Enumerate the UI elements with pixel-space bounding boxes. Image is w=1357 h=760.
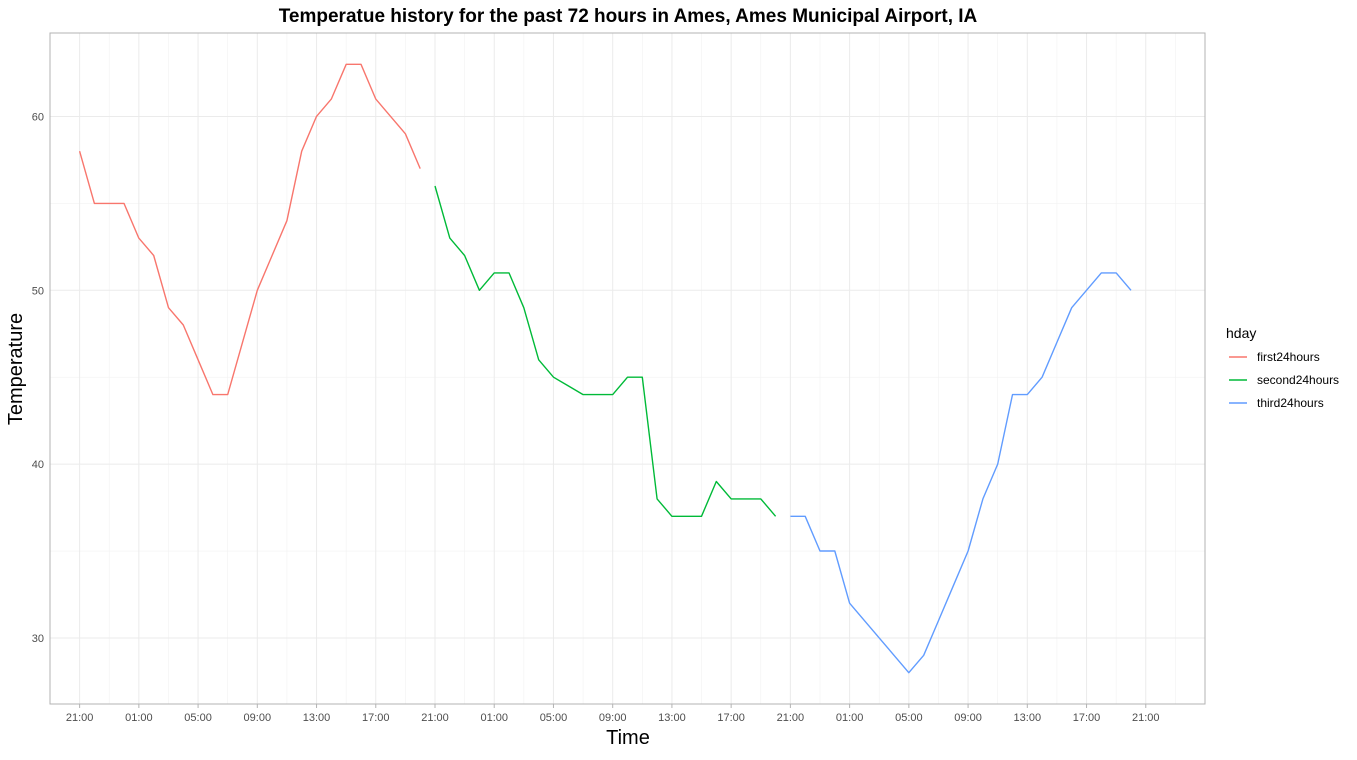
- series-line-third24hours: [790, 272, 1132, 674]
- x-tick-label: 13:00: [658, 712, 686, 724]
- y-tick-label: 60: [32, 111, 44, 123]
- x-axis: 21:00 01:00 05:00 09:00 13:00 17:00 21:00 01:00…: [66, 704, 1160, 724]
- major-grid: [50, 33, 1205, 704]
- x-tick-label: 09:00: [599, 712, 627, 724]
- panel-border: [49, 32, 1206, 705]
- minor-grid: [49, 33, 1205, 704]
- y-tick-label: 50: [32, 285, 44, 297]
- x-tick-label: 09:00: [244, 712, 272, 724]
- legend-title: hday: [1226, 325, 1256, 341]
- x-tick-label: 21:00: [777, 712, 805, 724]
- series-layer: [78, 63, 1132, 674]
- x-tick-label: 17:00: [362, 712, 390, 724]
- x-tick-label: 17:00: [1073, 712, 1101, 724]
- x-tick-label: 21:00: [421, 712, 449, 724]
- x-tick-label: 13:00: [1014, 712, 1042, 724]
- x-tick-label: 17:00: [717, 712, 745, 724]
- legend: hday first24hours second24hours third24hou…: [1226, 325, 1339, 410]
- legend-items: first24hours second24hours third24hours: [1229, 350, 1339, 410]
- y-tick-label: 30: [32, 633, 44, 645]
- legend-label-second24hours: second24hours: [1257, 373, 1339, 387]
- x-axis-title: Time: [606, 727, 650, 749]
- x-tick-label: 05:00: [895, 712, 923, 724]
- x-tick-label: 13:00: [303, 712, 331, 724]
- y-axis-title: Temperature: [5, 313, 27, 425]
- x-tick-label: 05:00: [184, 712, 212, 724]
- x-tick-label: 01:00: [480, 712, 508, 724]
- x-tick-label: 05:00: [540, 712, 568, 724]
- series-line-first24hours: [78, 63, 421, 396]
- y-axis: 30 40 50 60: [32, 111, 44, 645]
- x-tick-label: 09:00: [954, 712, 982, 724]
- x-tick-label: 21:00: [1132, 712, 1160, 724]
- y-tick-label: 40: [32, 459, 44, 471]
- x-tick-label: 21:00: [66, 712, 94, 724]
- x-tick-label: 01:00: [836, 712, 864, 724]
- legend-label-first24hours: first24hours: [1257, 350, 1320, 364]
- legend-label-third24hours: third24hours: [1257, 396, 1324, 410]
- x-tick-label: 01:00: [125, 712, 153, 724]
- chart-title: Temperatue history for the past 72 hours…: [279, 6, 978, 27]
- series-line-second24hours: [434, 185, 777, 517]
